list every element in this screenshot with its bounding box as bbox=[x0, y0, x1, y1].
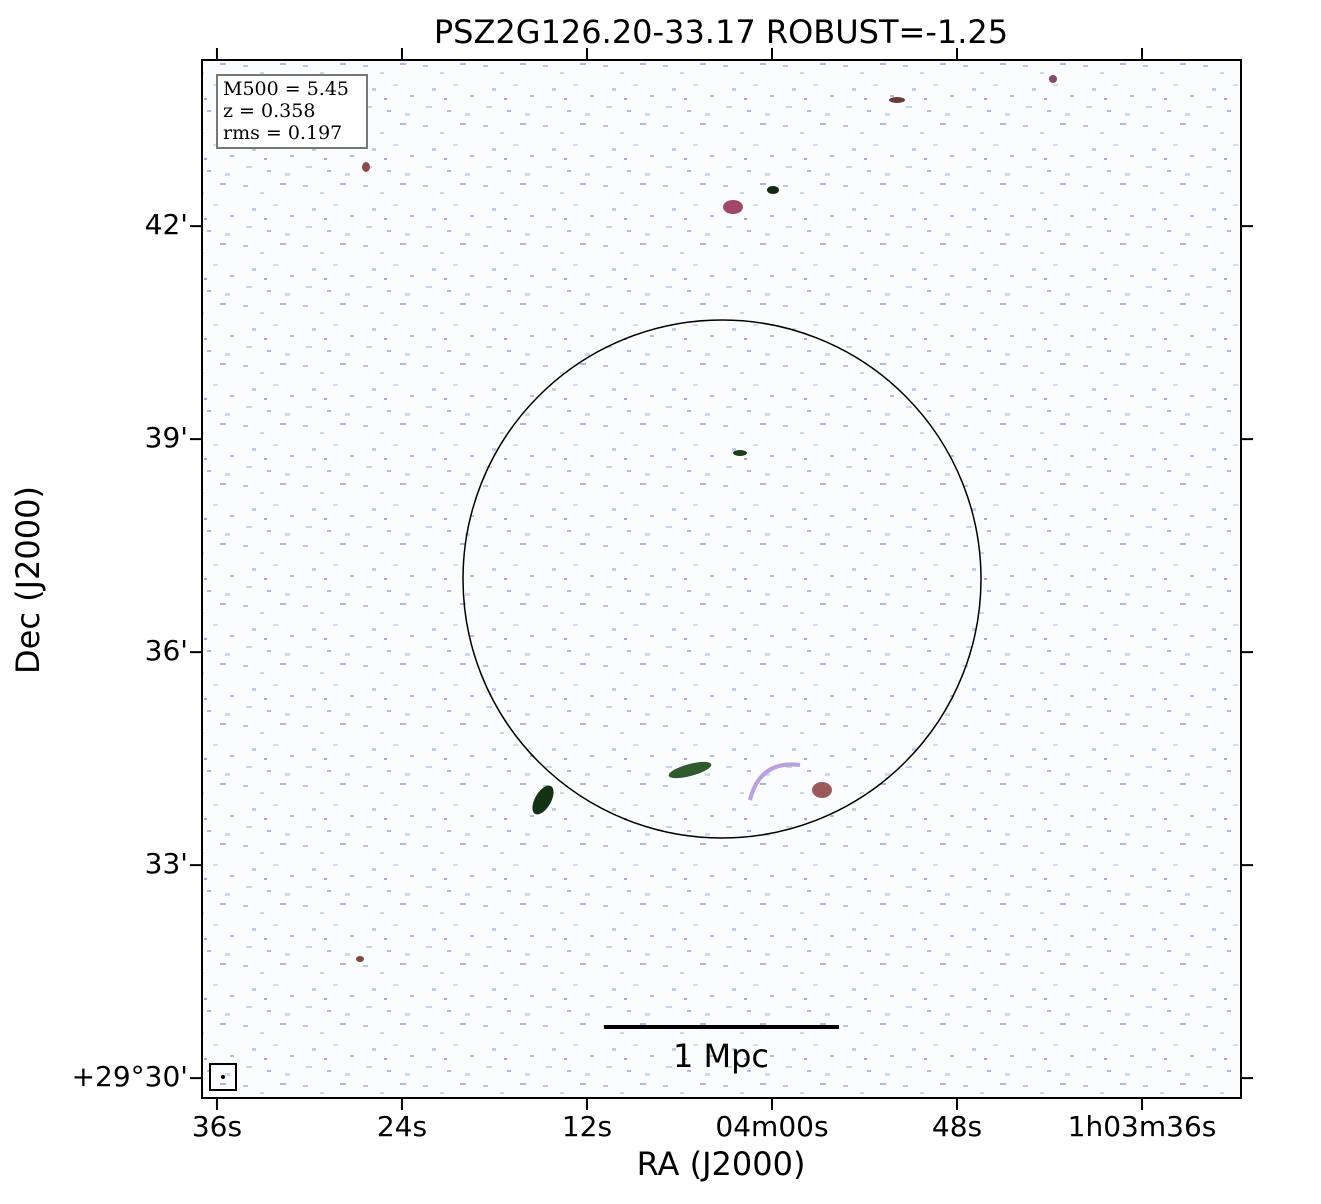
x-tick-label: 1h03m36s bbox=[1068, 1110, 1217, 1143]
info-text: rms = 0.197 bbox=[223, 122, 342, 144]
x-tick-label: 12s bbox=[562, 1110, 612, 1143]
info-text: M500 = 5.45 bbox=[223, 78, 349, 100]
y-tick-label: 39' bbox=[145, 421, 188, 454]
y-axis-label: Dec (J2000) bbox=[9, 486, 47, 674]
chart-title: PSZ2G126.20-33.17 ROBUST=-1.25 bbox=[434, 13, 1008, 51]
x-axis-label: RA (J2000) bbox=[637, 1145, 806, 1183]
scale-bar-label: 1 Mpc bbox=[673, 1037, 769, 1075]
r500-circle bbox=[462, 319, 982, 839]
x-tick-label: 24s bbox=[377, 1110, 427, 1143]
beam bbox=[221, 1075, 225, 1079]
info-text: z = 0.358 bbox=[223, 100, 315, 122]
y-tick-label: +29°30' bbox=[72, 1060, 188, 1093]
sources bbox=[356, 75, 1057, 962]
x-tick-label: 48s bbox=[932, 1110, 982, 1143]
x-tick-label: 04m00s bbox=[715, 1110, 828, 1143]
beam-box bbox=[209, 1063, 237, 1091]
y-tick-label: 42' bbox=[145, 208, 188, 241]
x-tick-label: 36s bbox=[192, 1110, 242, 1143]
radio-image bbox=[202, 60, 1241, 1098]
y-tick-label: 36' bbox=[145, 634, 188, 667]
plot-frame bbox=[201, 59, 1242, 1099]
info-box: M500 = 5.45 z = 0.358 rms = 0.197 bbox=[216, 74, 368, 149]
info-frame bbox=[216, 74, 368, 149]
y-tick-label: 33' bbox=[145, 847, 188, 880]
